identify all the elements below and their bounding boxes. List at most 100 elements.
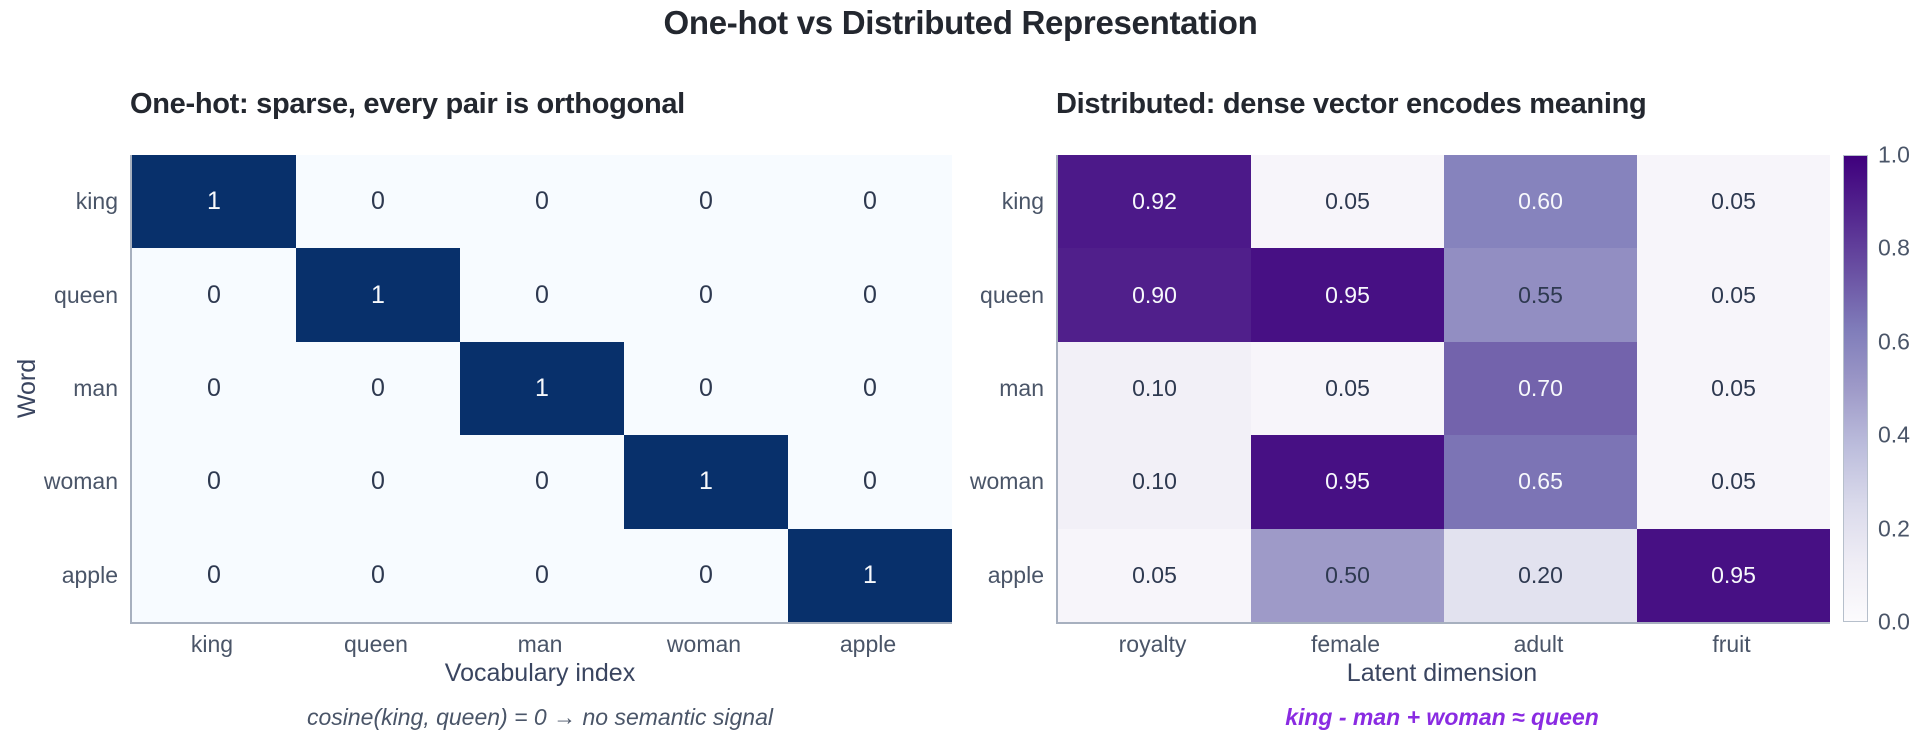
y-tick-label: woman (43, 468, 118, 495)
panel-distributed: Distributed: dense vector encodes meanin… (926, 0, 1921, 745)
heatmap-cell-value: 0.05 (1325, 188, 1370, 215)
colorbar-tick-label: 1.0 (1878, 141, 1910, 168)
heatmap-cell-value: 0.10 (1132, 468, 1177, 495)
x-tick-label: royalty (1118, 631, 1187, 657)
heatmap-cell-value: 0 (535, 467, 549, 496)
x-axis-label-distributed: Latent dimension (1346, 659, 1538, 687)
heatmap-cell-value: 1 (207, 187, 221, 216)
heatmap-cell-value: 0.20 (1518, 561, 1563, 588)
heatmap-cell-value: 0 (207, 467, 221, 496)
x-tick-label: apple (839, 631, 897, 657)
heatmap-cell-value: 1 (863, 560, 877, 589)
heatmap-cell: 0 (296, 155, 460, 249)
heatmap-distributed: 0.92 0.05 0.60 0.05 0.90 0.95 0.55 0.05 0.10 0.05… (1058, 155, 1830, 622)
heatmap-cell-value: 0.95 (1325, 281, 1370, 308)
heatmap-cell-value: 0 (699, 187, 713, 216)
heatmap-cell: 0.10 (1058, 435, 1251, 529)
y-tick-label: man (73, 374, 118, 401)
y-tick-label: queen (54, 281, 118, 308)
heatmap-cell: 0 (460, 435, 624, 529)
heatmap-cell: 0.95 (1251, 248, 1444, 342)
heatmap-cell: 0 (460, 528, 624, 622)
heatmap-cell: 0 (624, 155, 788, 249)
x-tick-label: female (1310, 631, 1381, 657)
heatmap-cell: 0.65 (1444, 435, 1637, 529)
heatmap-cell-value: 0.60 (1518, 188, 1563, 215)
heatmap-cell-value: 0 (863, 467, 877, 496)
heatmap-cell-value: 0 (863, 373, 877, 402)
heatmap-cell-value: 0.65 (1518, 468, 1563, 495)
x-tick-label: queen (344, 631, 408, 657)
heatmap-cell: 0 (132, 248, 296, 342)
heatmap-cell: 0 (624, 528, 788, 622)
heatmap-cell-value: 0 (371, 467, 385, 496)
axes-onehot: 1 0 0 0 0 0 1 0 0 0 0 0 1 0 0 0 0 0 1 0 0 0 0 0 1 (130, 155, 952, 624)
heatmap-cell-value: 1 (371, 280, 385, 309)
heatmap-cell-value: 0 (699, 280, 713, 309)
heatmap-cell: 0.95 (1251, 435, 1444, 529)
heatmap-cell: 1 (624, 435, 788, 529)
annotation-onehot: cosine(king, queen) = 0 → no semantic si… (306, 704, 773, 730)
x-tick-label: man (517, 631, 563, 657)
heatmap-cell: 0 (132, 528, 296, 622)
colorbar-tick-label: 0.6 (1878, 328, 1910, 355)
heatmap-cell-value: 0 (207, 373, 221, 402)
y-tick-label: apple (987, 561, 1044, 588)
y-tick-label: woman (969, 468, 1044, 495)
heatmap-cell: 0 (624, 341, 788, 436)
figure-title: One-hot vs Distributed Representation (663, 4, 1258, 41)
heatmap-cell-value: 0 (535, 560, 549, 589)
heatmap-cell-value: 0.05 (1325, 374, 1370, 401)
y-tick-labels-onehot: king queen man woman apple (0, 155, 118, 622)
heatmap-cell: 0.05 (1058, 528, 1251, 622)
heatmap-cell-value: 0.05 (1711, 281, 1756, 308)
colorbar (1843, 155, 1868, 622)
x-tick-label: woman (666, 631, 742, 657)
y-tick-label: man (999, 374, 1044, 401)
heatmap-cell: 0.90 (1058, 248, 1251, 342)
heatmap-cell-value: 0.05 (1711, 188, 1756, 215)
heatmap-cell: 0.55 (1444, 248, 1637, 342)
y-tick-labels-distributed: king queen man woman apple (926, 155, 1044, 622)
heatmap-cell-value: 0.90 (1132, 281, 1177, 308)
heatmap-cell: 0 (788, 341, 952, 436)
heatmap-cell: 0 (460, 155, 624, 249)
heatmap-cell: 0.05 (1251, 155, 1444, 249)
x-tick-labels-onehot: king queen man woman apple (130, 631, 950, 658)
heatmap-cell: 0 (296, 528, 460, 622)
heatmap-cell-value: 0 (371, 560, 385, 589)
heatmap-cell: 0.05 (1637, 248, 1830, 342)
colorbar-ticks: 1.0 0.8 0.6 0.4 0.2 0.0 (1878, 142, 1921, 635)
heatmap-cell-value: 0.05 (1711, 468, 1756, 495)
heatmap-cell-value: 0 (863, 280, 877, 309)
y-tick-label: queen (980, 281, 1044, 308)
heatmap-cell: 0 (788, 155, 952, 249)
heatmap-cell: 0.05 (1637, 155, 1830, 249)
heatmap-cell: 0.05 (1637, 435, 1830, 529)
heatmap-cell: 0.60 (1444, 155, 1637, 249)
heatmap-cell: 0.92 (1058, 155, 1251, 249)
heatmap-cell: 0.10 (1058, 341, 1251, 436)
panel-distributed-title: Distributed: dense vector encodes meanin… (1056, 88, 1647, 120)
x-tick-label: adult (1513, 631, 1564, 657)
heatmap-cell: 1 (788, 528, 952, 622)
colorbar-tick-label: 0.2 (1878, 515, 1910, 542)
y-tick-label: king (1001, 188, 1044, 215)
heatmap-cell: 1 (460, 341, 624, 436)
heatmap-cell: 0.05 (1251, 341, 1444, 436)
colorbar-tick-label: 0.4 (1878, 421, 1910, 448)
panel-onehot-title: One-hot: sparse, every pair is orthogona… (130, 88, 685, 120)
heatmap-cell-value: 0.50 (1325, 561, 1370, 588)
heatmap-cell: 0.70 (1444, 341, 1637, 436)
heatmap-cell-value: 1 (535, 373, 549, 402)
heatmap-cell-value: 0.05 (1132, 561, 1177, 588)
heatmap-cell-value: 0.55 (1518, 281, 1563, 308)
heatmap-cell-value: 0 (699, 560, 713, 589)
heatmap-cell-value: 0 (207, 280, 221, 309)
x-tick-label: fruit (1712, 631, 1751, 657)
axes-distributed: 0.92 0.05 0.60 0.05 0.90 0.95 0.55 0.05 0.10 0.05… (1056, 155, 1830, 624)
heatmap-cell: 1 (132, 155, 296, 249)
heatmap-cell-value: 0.10 (1132, 374, 1177, 401)
colorbar-tick-label: 0.8 (1878, 234, 1910, 261)
